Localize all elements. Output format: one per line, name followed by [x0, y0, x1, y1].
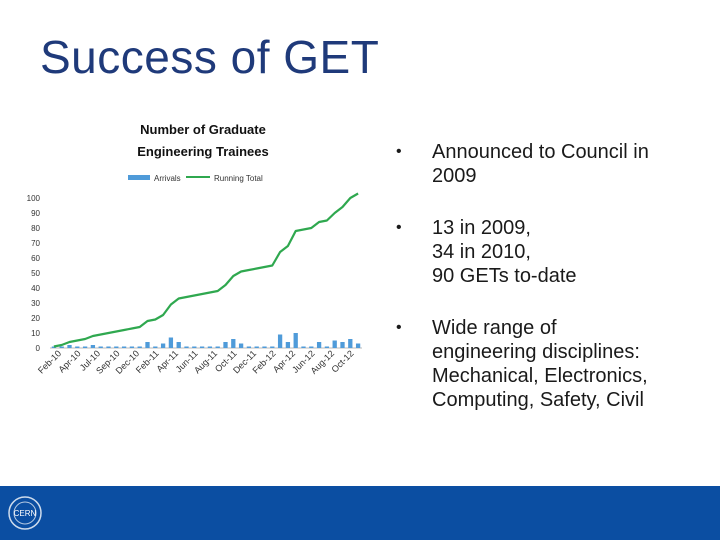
y-tick-label: 50 [31, 269, 40, 278]
y-tick-label: 20 [31, 314, 40, 323]
x-tick-label: Apr-10 [56, 348, 82, 374]
bar-arrivals [215, 346, 220, 348]
bullet-line: 90 GETs to-date [432, 265, 577, 287]
y-tick-label: 30 [31, 299, 40, 308]
bar-arrivals [129, 346, 135, 348]
bullet-dot-icon: • [396, 219, 402, 236]
y-tick-label: 40 [31, 284, 40, 293]
x-tick-label: Feb-10 [36, 348, 63, 375]
bar-arrivals [223, 342, 228, 348]
bar-arrivals [332, 340, 337, 348]
y-tick-label: 100 [27, 194, 41, 203]
chart-svg: Number of Graduate Engineering Trainees Ar… [27, 122, 362, 376]
bar-arrivals [309, 346, 314, 348]
y-tick-label: 70 [31, 239, 40, 248]
bar-arrivals [90, 345, 96, 348]
bar-arrivals [59, 346, 64, 348]
bar-arrivals [98, 346, 103, 348]
y-tick-label: 10 [31, 329, 40, 338]
bar-arrivals [246, 346, 252, 348]
bar-arrivals [270, 346, 275, 348]
bar-arrivals [277, 334, 283, 348]
bar-arrivals [114, 346, 119, 348]
footer-bar: CERN [0, 486, 720, 540]
bar-arrivals [301, 346, 306, 348]
bullet-line: Announced to Council in [432, 141, 649, 163]
bar-arrivals [176, 342, 181, 348]
y-tick-label: 80 [31, 224, 40, 233]
slide-title: Success of GET [40, 31, 380, 83]
bar-arrivals [153, 346, 158, 348]
y-tick-label: 0 [36, 344, 41, 353]
legend-label-arrivals: Arrivals [154, 174, 181, 183]
bullet-council: • Announced to Council in 2009 [392, 140, 712, 188]
trainees-chart: Number of Graduate Engineering Trainees Ar… [0, 110, 380, 400]
bullet-line: Mechanical, Electronics, [432, 365, 648, 387]
bullet-list: • Announced to Council in 2009 • 13 in 2… [392, 140, 712, 440]
bullet-line: Computing, Safety, Civil [432, 389, 644, 411]
bar-arrivals [75, 346, 80, 348]
bar-arrivals [67, 345, 72, 348]
bullet-line: engineering disciplines: [432, 341, 640, 363]
bar-arrivals [262, 346, 267, 348]
bar-arrivals [316, 342, 322, 348]
bar-arrivals [145, 342, 150, 348]
bar-arrivals [199, 346, 205, 348]
bar-arrivals [160, 343, 166, 348]
bar-arrivals [355, 343, 361, 348]
bar-arrivals [285, 342, 291, 348]
bar-arrivals [168, 337, 174, 348]
bar-arrivals [340, 342, 345, 348]
legend-swatch-arrivals [128, 175, 150, 180]
y-tick-label: 90 [31, 209, 40, 218]
legend-label-running-total: Running Total [214, 174, 263, 183]
bullet-disciplines: • Wide range of engineering disciplines:… [392, 316, 712, 412]
bar-arrivals [51, 346, 57, 348]
y-tick-label: 60 [31, 254, 40, 263]
bar-arrivals [82, 346, 88, 348]
bar-arrivals [184, 346, 189, 348]
bar-arrivals [137, 346, 142, 348]
bar-arrivals [192, 346, 197, 348]
bullet-dot-icon: • [396, 143, 402, 160]
bullet-dot-icon: • [396, 319, 402, 336]
bar-arrivals [324, 346, 330, 348]
bar-arrivals [121, 346, 127, 348]
bar-arrivals [106, 346, 111, 348]
bar-arrivals [238, 343, 244, 348]
bar-arrivals [254, 346, 259, 348]
chart-title: Number of Graduate [140, 122, 266, 137]
x-tick-label: Oct-12 [329, 348, 355, 374]
bar-arrivals [348, 339, 353, 348]
bar-arrivals [293, 333, 298, 348]
logo-text: CERN [14, 509, 37, 518]
bullet-counts: • 13 in 2009, 34 in 2010, 90 GETs to-dat… [392, 216, 712, 288]
bar-arrivals [231, 339, 236, 348]
bullet-line: Wide range of [432, 317, 557, 339]
bar-arrivals [207, 346, 213, 348]
chart-title: Engineering Trainees [137, 144, 269, 159]
cern-logo-icon: CERN [8, 496, 42, 530]
line-running-total [53, 192, 359, 348]
bullet-line: 34 in 2010, [432, 241, 531, 263]
bullet-line: 2009 [432, 165, 477, 187]
bullet-line: 13 in 2009, [432, 217, 531, 239]
